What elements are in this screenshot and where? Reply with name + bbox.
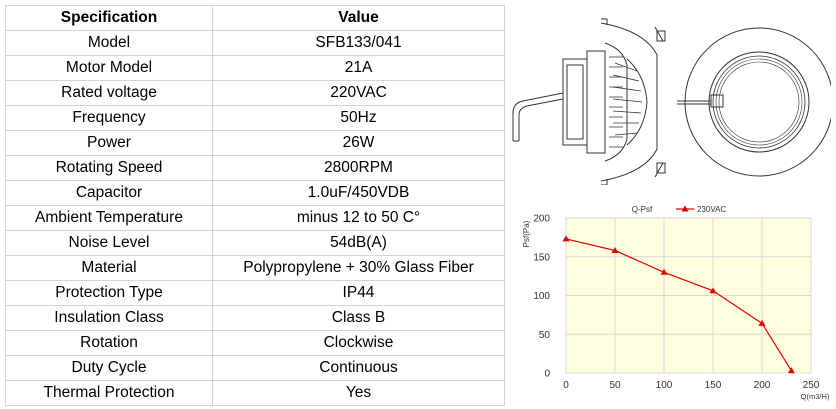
y-tick-labels: 0 50 100 150 200 — [533, 214, 550, 380]
table-row: Power 26W — [5, 130, 505, 156]
spec-value: IP44 — [212, 280, 505, 306]
header-specification: Specification — [5, 5, 213, 31]
chart-legend: 230VAC — [676, 205, 726, 214]
table-row: Rotating Speed 2800RPM — [5, 155, 505, 181]
x-tick-label: 250 — [803, 380, 820, 391]
table-row: Thermal Protection Yes — [5, 380, 505, 406]
data-point-marker — [787, 367, 795, 374]
specification-table: Specification Value Model SFB133/041 Moto… — [5, 5, 505, 406]
spec-label: Model — [5, 30, 213, 56]
legend-marker — [681, 205, 689, 212]
spec-label: Protection Type — [5, 280, 213, 306]
spec-value: 1.0uF/450VDB — [212, 180, 505, 206]
data-point-marker — [758, 319, 766, 326]
spec-label: Power — [5, 130, 213, 156]
spec-value: 54dB(A) — [212, 230, 505, 256]
chart-title: Q-Psf — [632, 205, 653, 214]
table-header-row: Specification Value — [5, 5, 505, 31]
legend-label: 230VAC — [697, 205, 726, 214]
spec-label: Rotating Speed — [5, 155, 213, 181]
spec-label: Rotation — [5, 330, 213, 356]
x-tick-label: 150 — [705, 380, 722, 391]
table-row: Insulation Class Class B — [5, 305, 505, 331]
data-point-marker — [709, 287, 717, 294]
x-tick-label: 50 — [609, 380, 621, 391]
spec-value: 26W — [212, 130, 505, 156]
data-point-marker — [660, 268, 668, 275]
spec-label: Duty Cycle — [5, 355, 213, 381]
spec-value: Yes — [212, 380, 505, 406]
y-tick-label: 0 — [544, 369, 550, 380]
x-tick-labels: 0 50 100 150 200 250 — [563, 380, 820, 391]
y-tick-label: 100 — [533, 291, 550, 302]
spec-value: 220VAC — [212, 80, 505, 106]
table-row: Ambient Temperature minus 12 to 50 C° — [5, 205, 505, 231]
table-row: Rated voltage 220VAC — [5, 80, 505, 106]
spec-value: Clockwise — [212, 330, 505, 356]
spec-value: Continuous — [212, 355, 505, 381]
table-row: Model SFB133/041 — [5, 30, 505, 56]
spec-value: 21A — [212, 55, 505, 81]
table-row: Protection Type IP44 — [5, 280, 505, 306]
series-line — [565, 238, 792, 372]
table-row: Rotation Clockwise — [5, 330, 505, 356]
spec-label: Material — [5, 255, 213, 281]
spec-value: SFB133/041 — [212, 30, 505, 56]
fan-side-view — [512, 18, 666, 185]
y-axis-label: Psf(Pa) — [522, 220, 531, 247]
y-tick-label: 150 — [533, 252, 550, 263]
table-row: Duty Cycle Continuous — [5, 355, 505, 381]
table-row: Capacitor 1.0uF/450VDB — [5, 180, 505, 206]
spec-value: Polypropylene + 30% Glass Fiber — [212, 255, 505, 281]
header-value: Value — [212, 5, 505, 31]
series-230vac — [562, 235, 795, 374]
gridlines — [565, 217, 812, 374]
spec-value: minus 12 to 50 C° — [212, 205, 505, 231]
y-tick-label: 200 — [533, 214, 550, 225]
x-axis-label: Q(m3/H) — [801, 392, 830, 401]
y-tick-label: 50 — [539, 330, 551, 341]
spec-label: Frequency — [5, 105, 213, 131]
table-row: Material Polypropylene + 30% Glass Fiber — [5, 255, 505, 281]
q-psf-chart: 0 50 100 150 200 0 50 100 150 200 250 Q-Psf 230VA… — [522, 205, 830, 401]
x-tick-label: 100 — [656, 380, 673, 391]
fan-technical-drawing — [512, 18, 831, 185]
x-tick-label: 200 — [754, 380, 771, 391]
spec-value: 50Hz — [212, 105, 505, 131]
spec-label: Noise Level — [5, 230, 213, 256]
data-point-marker — [562, 235, 570, 242]
spec-label: Capacitor — [5, 180, 213, 206]
spec-label: Ambient Temperature — [5, 205, 213, 231]
spec-value: Class B — [212, 305, 505, 331]
spec-label: Rated voltage — [5, 80, 213, 106]
table-row: Motor Model 21A — [5, 55, 505, 81]
table-row: Noise Level 54dB(A) — [5, 230, 505, 256]
table-row: Frequency 50Hz — [5, 105, 505, 131]
spec-label: Insulation Class — [5, 305, 213, 331]
fan-front-view — [677, 27, 831, 177]
spec-label: Thermal Protection — [5, 380, 213, 406]
spec-label: Motor Model — [5, 55, 213, 81]
x-tick-label: 0 — [563, 380, 569, 391]
data-point-marker — [611, 247, 619, 254]
spec-value: 2800RPM — [212, 155, 505, 181]
